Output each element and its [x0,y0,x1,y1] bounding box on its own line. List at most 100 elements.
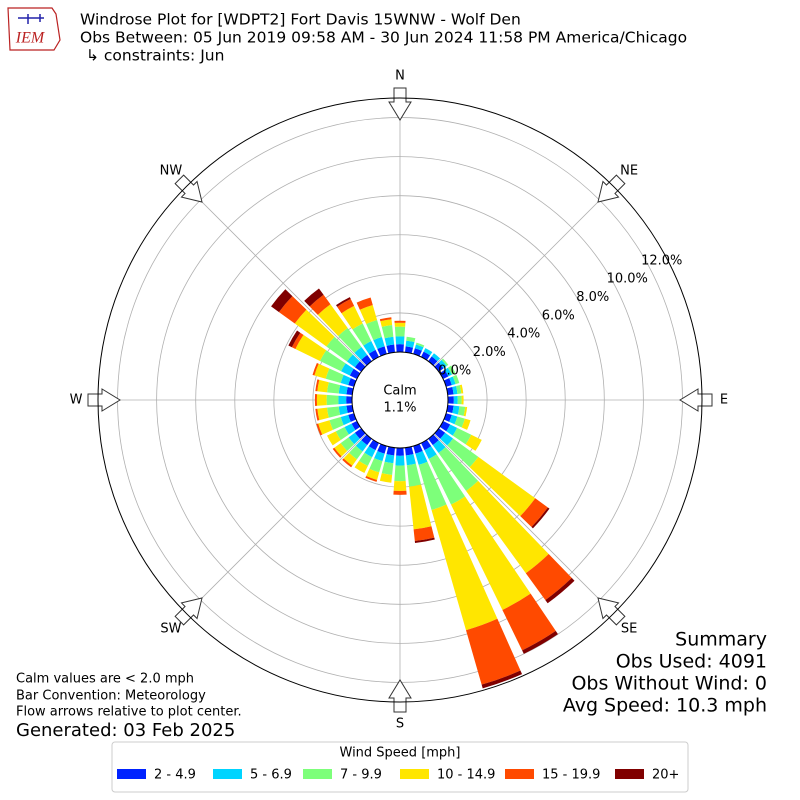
bar-segment [431,353,441,362]
bar-segment [393,481,407,491]
legend-swatch [615,769,644,779]
bar-segment [341,363,354,376]
bar-segment [452,427,472,445]
legend-swatch [505,769,534,779]
bar-segment [439,369,449,379]
bar-segment [326,394,339,406]
bar-segment [344,423,356,435]
bar-segment [341,305,363,330]
logo: IEM [7,7,61,51]
bar-segment [421,351,431,361]
legend-label: 20+ [652,768,679,783]
bar-segment [327,406,341,418]
bar-segment [316,423,323,436]
bar-segment [457,406,466,416]
bar-segment [379,317,392,322]
bar-segment [381,461,394,475]
bar-segment [379,473,393,483]
summary: Obs Used: 4091 [616,651,767,673]
bar-segment [380,319,393,327]
flow-arrow [597,597,626,626]
bar-segment [394,322,406,327]
bar-segment [428,454,466,505]
x-tick-label: SW [160,622,181,637]
legend-label: 5 - 6.9 [250,768,292,783]
bar-segment [316,394,327,406]
bar-segment [413,526,435,542]
calm-circle [351,351,449,449]
bar-segment [352,323,372,346]
bar-segment [346,396,353,404]
y-tick-label: 2.0% [473,345,506,360]
bar-segment [364,446,376,458]
bar-segment [329,417,344,430]
summary: Avg Speed: 10.3 mph [563,695,767,717]
bar-segment [461,418,471,430]
bar-segment [520,498,548,527]
bar-segment [394,326,406,337]
bar-segment [346,405,354,414]
bar-segment [368,349,379,361]
bar-segment [449,376,456,386]
x-tick-label: N [395,69,405,84]
bar-segment [413,443,423,454]
bar-segment [381,325,394,339]
bar-segment [373,336,385,350]
bar-segment [446,424,458,436]
bar-segment [278,296,307,324]
bar-segment [342,458,353,468]
bar-segment [522,630,558,654]
legend-label: 15 - 19.9 [542,768,600,783]
bar-segment [365,475,378,482]
y-tick-label: 6.0% [542,308,575,323]
bar-segment [452,374,460,385]
bar-segment [291,332,304,349]
bar-segment [326,336,353,362]
bar-segment [317,304,348,336]
bar-segment [438,359,447,369]
bar-segment [368,439,379,451]
bar-segment [340,437,355,451]
bar-segment [366,320,382,341]
legend-label: 2 - 4.9 [154,768,196,783]
bar-segment [396,447,404,456]
bar-segment [444,367,452,377]
bar-segment [409,484,432,530]
bar-segment [377,443,387,454]
bar-segment [406,463,422,487]
bar-segment [304,288,324,307]
flow-arrow [679,388,713,412]
flow-arrow [174,597,203,626]
generated: Generated: 03 Feb 2025 [16,720,235,741]
bar-segment [531,507,550,529]
note: Calm values are < 2.0 mph [16,672,194,687]
bar-segment [414,344,424,351]
bar-segment [405,346,414,354]
flow-arrow [388,87,412,121]
calm-value: 1.1% [383,401,416,416]
bar-segment [355,440,368,452]
bar-segment [525,553,572,601]
bar-segment [335,427,349,440]
bar-segment [466,618,521,685]
bar-segment [405,454,416,466]
bar-segment [414,537,435,543]
bar-segment [456,385,462,394]
bar-segment [406,336,416,343]
logo-text: IEM [15,30,46,47]
bar-segment [431,504,498,631]
bar-segment [394,320,406,323]
bar-segment [386,446,395,456]
bar-segment [349,368,361,379]
bar-segment [459,384,464,394]
y-tick-label: 12.0% [641,253,682,268]
grid-line [186,186,367,367]
flow-arrow [174,174,203,203]
bar-segment [295,334,327,361]
bar-segment [294,309,335,347]
bar-segment [346,354,360,368]
bar-segment [338,385,348,395]
bar-segment [432,440,446,454]
outer-circle [97,97,703,703]
